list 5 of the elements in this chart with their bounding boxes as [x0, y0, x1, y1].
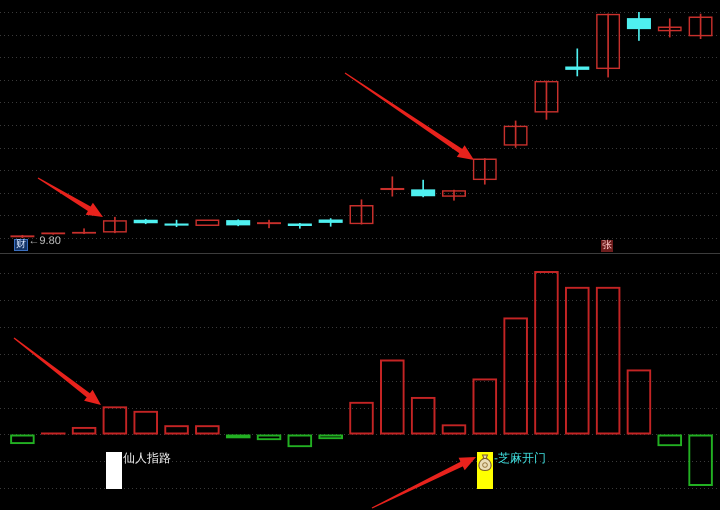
annotation: ←9.80 — [28, 235, 61, 247]
text: 财 — [14, 239, 28, 251]
annotation: -芝麻开门 — [494, 451, 546, 465]
annotation: 仙人指路 — [123, 451, 171, 465]
text: 张 — [601, 240, 613, 252]
